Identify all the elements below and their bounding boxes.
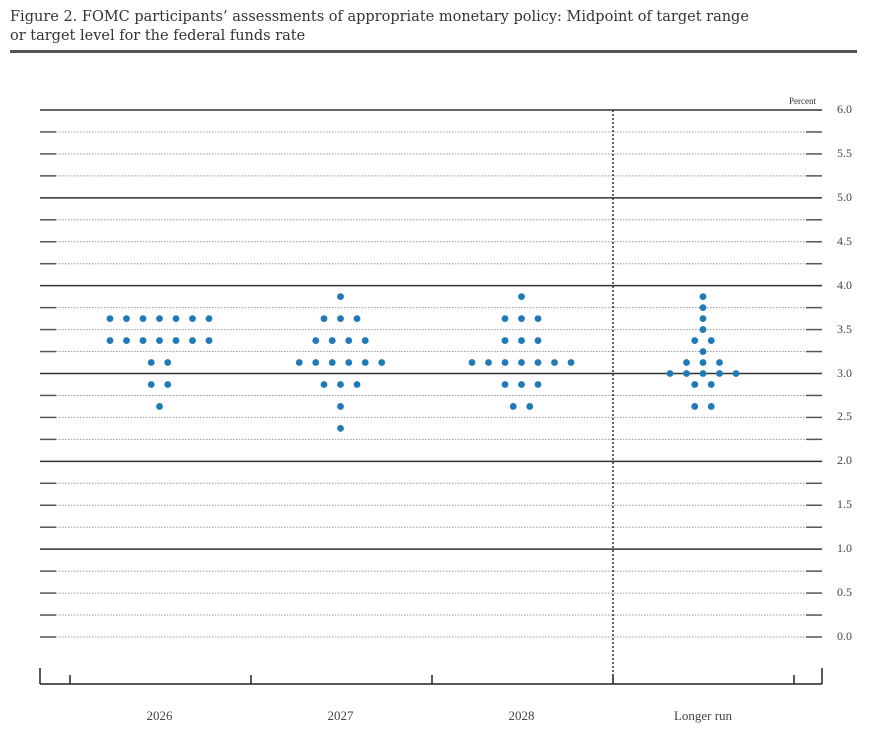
data-dot (501, 359, 509, 366)
data-dot (172, 315, 180, 323)
data-dot (139, 315, 147, 323)
x-category-label: 2028 (508, 708, 535, 723)
data-dot (699, 370, 707, 377)
data-dot (205, 315, 213, 323)
data-dot (683, 359, 690, 366)
data-dot (164, 359, 172, 366)
data-dot (716, 359, 723, 366)
data-dot (691, 381, 699, 388)
figure-title-line1: Figure 2. FOMC participants’ assessments… (10, 9, 749, 25)
x-category-label: 2027 (327, 708, 354, 723)
y-tick-label: 2.0 (837, 453, 852, 468)
y-tick-label: 3.5 (837, 321, 852, 336)
data-dot (732, 370, 740, 377)
figure-title-line2: or target level for the federal funds ra… (10, 28, 306, 44)
data-dot (691, 337, 699, 344)
data-dot (699, 315, 707, 323)
data-dot (345, 337, 353, 344)
data-dot (534, 337, 542, 344)
data-dot (699, 359, 707, 366)
y-tick-label: 5.0 (837, 189, 852, 204)
data-dot (337, 403, 344, 410)
data-dot (123, 337, 130, 344)
y-tick-label: 2.5 (837, 409, 852, 424)
y-tick-label: 6.0 (837, 102, 852, 116)
data-dot (526, 403, 534, 410)
data-dot (683, 370, 690, 377)
data-dot (551, 359, 558, 366)
data-dot (189, 315, 196, 323)
figure-title: Figure 2. FOMC participants’ assessments… (10, 8, 850, 46)
y-tick-label: 0.0 (837, 629, 852, 643)
data-dot (699, 304, 707, 312)
data-dot (509, 403, 517, 410)
data-dot (123, 315, 130, 323)
data-dot (147, 359, 155, 366)
data-dot (699, 293, 707, 301)
data-dot (699, 348, 707, 355)
data-dot (106, 315, 114, 323)
y-tick-label: 5.5 (837, 145, 852, 160)
x-category-label: Longer run (673, 708, 733, 723)
y-tick-label: 4.0 (837, 277, 852, 292)
data-dot (691, 403, 699, 410)
data-dot (567, 359, 575, 366)
data-dot (172, 337, 180, 344)
data-dot (106, 337, 114, 344)
data-dot (139, 337, 147, 344)
y-tick-label: 1.5 (837, 497, 852, 512)
data-dot (205, 337, 213, 344)
data-dot (156, 337, 163, 344)
data-dot (320, 315, 328, 323)
data-dot (501, 315, 509, 323)
data-dot (534, 315, 542, 323)
data-dot (345, 359, 353, 366)
data-dot (501, 337, 509, 344)
y-tick-label: 1.0 (837, 541, 852, 556)
data-dot (320, 381, 328, 388)
data-dot (147, 381, 155, 388)
data-dot (518, 359, 525, 366)
y-tick-label: 0.5 (837, 585, 852, 600)
data-dot (156, 315, 163, 323)
data-dot (468, 359, 476, 366)
data-dot (164, 381, 172, 388)
data-dot (518, 381, 525, 388)
data-dot (328, 337, 336, 344)
data-dot (353, 381, 361, 388)
data-dot (337, 381, 344, 388)
data-dot (361, 337, 369, 344)
data-dot (485, 359, 492, 366)
data-dot (337, 424, 344, 432)
y-tick-label: 4.5 (837, 233, 852, 248)
data-dot (534, 381, 542, 388)
data-dot (518, 337, 525, 344)
data-dot (295, 359, 303, 366)
data-dot (337, 315, 344, 323)
data-dot (518, 315, 525, 323)
data-dot (716, 370, 723, 377)
data-dot (378, 359, 386, 366)
data-dot (707, 337, 715, 344)
data-dot (534, 359, 542, 366)
y-tick-label: 3.0 (837, 365, 852, 380)
data-dot (189, 337, 196, 344)
data-dot (518, 293, 525, 301)
data-dot (699, 326, 707, 333)
title-rule (10, 50, 857, 53)
data-dot (666, 370, 674, 377)
data-dot (707, 403, 715, 410)
data-dot (156, 403, 163, 410)
data-dot (707, 381, 715, 388)
x-category-label: 2026 (146, 708, 173, 723)
data-dot (353, 315, 361, 323)
y-unit-label: Percent (789, 96, 816, 106)
data-dot (337, 293, 344, 301)
data-dot (312, 337, 320, 344)
data-dot (501, 381, 509, 388)
data-dot (361, 359, 369, 366)
data-dot (312, 359, 320, 366)
data-dot (328, 359, 336, 366)
